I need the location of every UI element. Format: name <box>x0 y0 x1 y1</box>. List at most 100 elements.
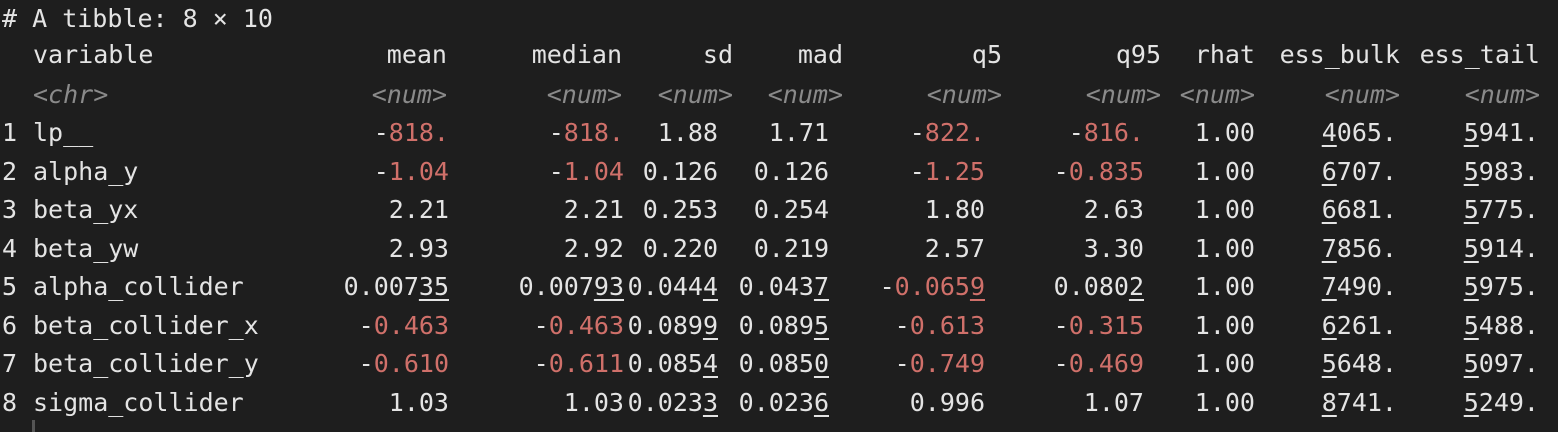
value-cell: 2.63 <box>1084 191 1144 229</box>
value-cell: -0.315 <box>1054 307 1144 345</box>
row-index-cell: 7 <box>2 345 17 383</box>
underlined-digit: 5 <box>1463 272 1479 301</box>
cell-value: beta_yx <box>33 195 139 224</box>
value-cell: 5983. <box>1464 153 1539 191</box>
cell-value: 2.92 <box>563 233 624 263</box>
row-index: 4 <box>2 233 18 263</box>
minus-sign: - <box>894 349 910 378</box>
column-type-cell: <num> <box>1465 76 1540 114</box>
variable-name-cell: beta_collider_y <box>33 345 259 383</box>
column-type-cell: <num> <box>1325 76 1400 114</box>
column-type-cell: <num> <box>1086 76 1161 114</box>
underlined-digits: 3 <box>702 387 718 417</box>
column-header-cell: rhat <box>1195 36 1255 74</box>
table-row: 4 beta_yw 2.93 2.92 0.220 0.219 2.57 3.30 1.00 78… <box>2 230 1558 268</box>
column-type-label: <num> <box>926 80 1002 109</box>
value-cell: 5975. <box>1464 268 1539 306</box>
cell-value: 681. <box>1336 195 1397 224</box>
column-name-mad: mad <box>797 40 843 69</box>
column-header-cell: variable <box>33 36 153 74</box>
cell-value: beta_collider_x <box>33 310 259 340</box>
underlined-digits: 2 <box>1128 272 1144 301</box>
cell-value: 1.07 <box>1083 387 1144 417</box>
value-cell: 0.253 <box>643 191 718 229</box>
column-type-cell: <num> <box>547 76 622 114</box>
value-cell: 4065. <box>1322 114 1397 152</box>
value-cell: 0.0233 <box>628 384 718 422</box>
cell-value: 1.00 <box>1194 233 1255 263</box>
value-cell: -0.0659 <box>880 268 985 306</box>
column-name-q95: q95 <box>1115 40 1161 69</box>
table-row: 1 lp__ -818. -818. 1.88 1.71 -822. -816. 1.00 406… <box>2 114 1558 152</box>
column-type-label: <num> <box>657 80 733 109</box>
value-cell: -0.463 <box>534 307 624 345</box>
minus-sign: - <box>373 156 389 186</box>
value-cell: 5914. <box>1464 230 1539 268</box>
value-cell: 7490. <box>1322 268 1397 306</box>
value-cell: 0.0854 <box>628 345 718 383</box>
minus-sign: - <box>358 349 374 378</box>
cell-value: 0.089 <box>738 310 814 340</box>
variable-name-cell: beta_yx <box>33 191 138 229</box>
cell-value: 249. <box>1478 387 1539 417</box>
column-type-cell: <num> <box>372 76 447 114</box>
value-cell: 0.00735 <box>344 268 449 306</box>
value-cell: 0.0802 <box>1054 268 1144 306</box>
cell-value: 1.00 <box>1194 195 1255 224</box>
column-names-row: variable mean median sd mad q5 q95 rhat ess_bulk… <box>2 36 1558 74</box>
column-type-cell: <num> <box>658 76 733 114</box>
minus-sign: - <box>909 118 925 147</box>
cell-value: 0.007 <box>343 272 419 301</box>
column-name-q5: q5 <box>971 40 1002 69</box>
minus-sign: - <box>1053 310 1069 340</box>
cell-value: 2.57 <box>924 233 985 263</box>
cell-value: 0.254 <box>753 195 829 224</box>
value-cell: 1.88 <box>658 114 718 152</box>
negative-value: 0.315 <box>1068 310 1144 340</box>
column-name-median: median <box>531 40 622 69</box>
column-name-rhat: rhat <box>1194 40 1255 69</box>
cell-value: alpha_y <box>33 156 139 186</box>
value-cell: 8741. <box>1322 384 1397 422</box>
table-row: 3 beta_yx 2.21 2.21 0.253 0.254 1.80 2.63 1.00 66… <box>2 191 1558 229</box>
value-cell: -0.835 <box>1054 153 1144 191</box>
column-name-sd: sd <box>702 40 733 69</box>
negative-value: 818. <box>388 118 449 147</box>
variable-name-cell: alpha_collider <box>33 268 244 306</box>
column-type-label: <num> <box>767 80 843 109</box>
underlined-digit: 6 <box>1321 156 1337 186</box>
value-cell: 0.126 <box>754 153 829 191</box>
underlined-digits: 7 <box>813 272 829 301</box>
underlined-digit: 4 <box>1321 118 1337 147</box>
value-cell: 1.80 <box>925 191 985 229</box>
row-index-cell: 8 <box>2 384 17 422</box>
negative-value: 0.065 <box>894 272 970 301</box>
value-cell: -816. <box>1069 114 1144 152</box>
column-header-cell: q95 <box>1116 36 1161 74</box>
column-header-cell: sd <box>703 36 733 74</box>
cell-value: 0.007 <box>518 272 594 301</box>
value-cell: 1.00 <box>1195 153 1255 191</box>
row-index-cell: 1 <box>2 114 17 152</box>
underlined-digits: 35 <box>418 272 449 301</box>
row-index: 8 <box>2 387 18 417</box>
row-index: 6 <box>2 310 18 340</box>
minus-sign: - <box>1053 349 1069 378</box>
cell-value: 1.03 <box>388 387 449 417</box>
table-row: 5 alpha_collider 0.00735 0.00793 0.0444 0.043… <box>2 268 1558 306</box>
underlined-digits: 9 <box>702 310 718 340</box>
negative-value: 1.04 <box>388 156 449 186</box>
row-index-cell: 2 <box>2 153 17 191</box>
cell-value: 0.996 <box>909 387 985 417</box>
minus-sign: - <box>548 156 564 186</box>
cell-value: 983. <box>1478 156 1539 186</box>
underlined-digits: 4 <box>702 349 718 378</box>
underlined-digit: 7 <box>1321 233 1337 263</box>
cell-value: lp__ <box>33 118 94 147</box>
cell-value: beta_yw <box>33 233 139 263</box>
value-cell: -818. <box>374 114 449 152</box>
negative-value-underlined-digits: 9 <box>969 272 985 301</box>
cell-value: 490. <box>1336 272 1397 301</box>
cell-value: 0.023 <box>738 387 814 417</box>
column-type-cell: <num> <box>927 76 1002 114</box>
